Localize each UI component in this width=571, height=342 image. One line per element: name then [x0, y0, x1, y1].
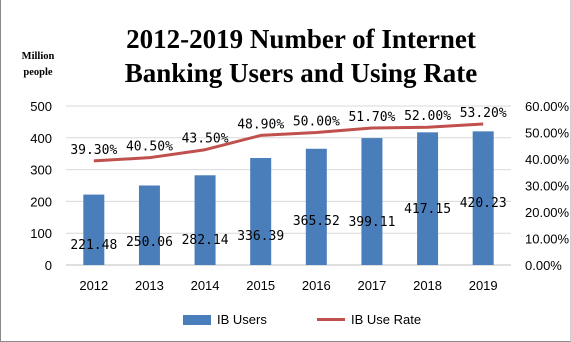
bar-data-label: 417.15: [404, 202, 451, 217]
chart-plot: 0 100 200 300 400 500 0.00% 10.00% 20.00% 30.00% 4…: [30, 99, 570, 293]
legend-item-ib-users: IB Users: [183, 312, 267, 327]
x-tick-label: 2014: [191, 278, 220, 293]
y-right-tick-label: 20.00%: [525, 205, 570, 220]
line-data-label: 48.90%: [237, 117, 284, 132]
legend-label-ib-use-rate: IB Use Rate: [351, 312, 422, 327]
y-right-tick-label: 50.00%: [525, 126, 570, 141]
y-left-tick-label: 500: [30, 99, 52, 114]
line-data-label: 40.50%: [126, 140, 173, 155]
bar-ib-users: [472, 131, 494, 265]
bar-data-label: 399.11: [348, 215, 395, 230]
bar-data-label: 221.48: [70, 238, 117, 253]
line-data-label: 43.50%: [182, 132, 229, 147]
x-tick-label: 2019: [469, 278, 498, 293]
line-data-label: 53.20%: [460, 106, 507, 121]
bar-data-label: 365.52: [293, 214, 340, 229]
y-right-tick-label: 10.00%: [525, 232, 570, 247]
y-left-tick-label: 400: [30, 131, 52, 146]
legend-item-ib-use-rate: IB Use Rate: [317, 312, 421, 327]
x-tick-label: 2018: [413, 278, 442, 293]
y-left-tick-label: 200: [30, 194, 52, 209]
y-right-tick-label: 30.00%: [525, 179, 570, 194]
y-left-tick-label: 100: [30, 226, 52, 241]
x-tick-label: 2013: [135, 278, 164, 293]
bar-data-label: 420.23: [460, 196, 507, 211]
bar-data-label: 336.39: [237, 229, 284, 244]
chart-legend: IB Users IB Use Rate: [1, 312, 571, 332]
chart-title-line-2: Banking Users and Using Rate: [124, 58, 478, 88]
x-tick-label: 2012: [79, 278, 108, 293]
bar-ib-users: [305, 148, 327, 265]
left-axis-unit-line-1: Million: [21, 51, 55, 62]
line-data-label: 52.00%: [404, 109, 451, 124]
x-tick-label: 2016: [302, 278, 331, 293]
chart-title-line-1: 2012-2019 Number of Internet: [126, 24, 476, 54]
line-ib-use-rate: [93, 122, 484, 163]
y-right-tick-label: 0.00%: [525, 258, 562, 273]
bar-data-label: 282.14: [182, 233, 229, 248]
bar-ib-users: [417, 132, 439, 265]
x-tick-label: 2017: [357, 278, 386, 293]
y-right-tick-label: 40.00%: [525, 152, 570, 167]
y-left-tick-label: 0: [45, 258, 52, 273]
line-data-label: 39.30%: [70, 143, 117, 158]
legend-swatch-bar: [183, 314, 211, 325]
legend-swatch-line: [317, 318, 345, 321]
x-tick-label: 2015: [246, 278, 275, 293]
line-data-label: 51.70%: [348, 110, 395, 125]
line-data-label: 50.00%: [293, 115, 340, 130]
bar-ib-users: [83, 194, 105, 265]
bar-ib-users: [194, 175, 216, 265]
bar-ib-users: [361, 138, 383, 265]
bar-ib-users: [250, 158, 272, 265]
y-right-tick-label: 60.00%: [525, 99, 570, 114]
bar-ib-users: [138, 185, 160, 265]
bar-data-label: 250.06: [126, 235, 173, 250]
y-left-tick-label: 300: [30, 163, 52, 178]
legend-label-ib-users: IB Users: [217, 312, 267, 327]
left-axis-unit-line-2: people: [23, 67, 53, 78]
